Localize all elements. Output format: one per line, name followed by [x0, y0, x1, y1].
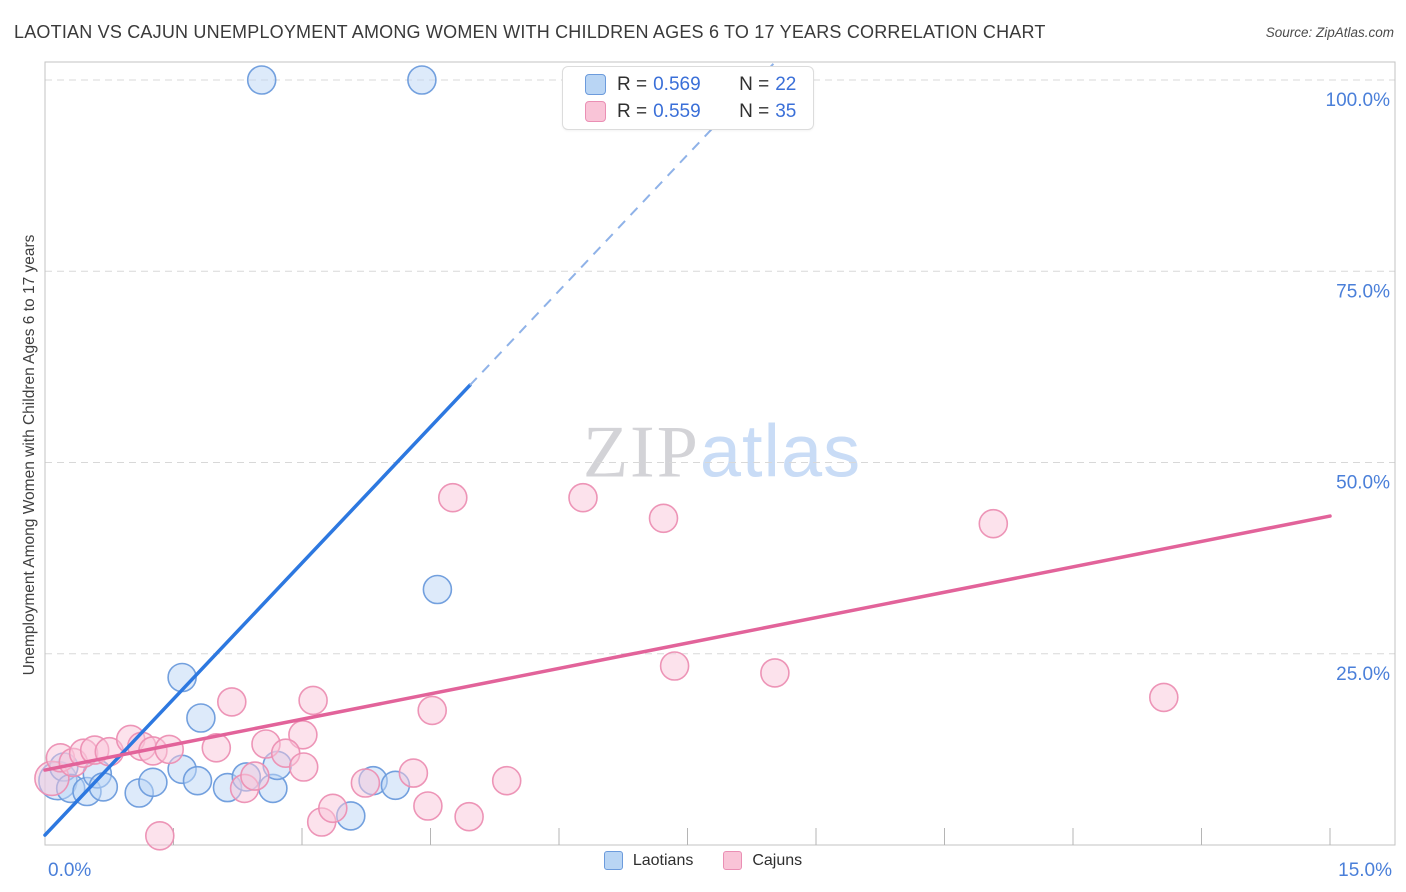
cajun-point [454, 801, 484, 832]
n-value-cajuns: 35 [775, 100, 797, 122]
cajuns-stats-row: R = 0.559 N = 35 [585, 101, 813, 123]
cajun-trend-line [43, 514, 1332, 772]
cajun-point [217, 687, 247, 717]
cajun-point [760, 658, 790, 688]
correlation-stats-legend: R = 0.569 N = 22 R = 0.559 N = 35 [562, 66, 814, 130]
cajun-point [568, 482, 598, 513]
watermark-atlas-text: atlas [699, 409, 862, 493]
cajun-point [978, 508, 1009, 539]
cajun-point [417, 695, 448, 726]
cajuns-swatch-icon [585, 101, 606, 122]
cajun-point [413, 791, 443, 821]
laotians-swatch-icon [585, 74, 606, 95]
cajun-point [659, 651, 690, 681]
cajun-point [1149, 682, 1179, 713]
cajun-point [491, 765, 522, 796]
laotians-legend-swatch-icon [603, 851, 623, 870]
laotian-point [182, 765, 213, 796]
n-label: N = [739, 100, 770, 122]
legend-item-laotians[interactable]: Laotians [603, 851, 694, 870]
zipatlas-watermark: ZIPatlas [583, 414, 861, 490]
cajun-point [648, 503, 679, 534]
laotian-point [422, 574, 453, 605]
cajun-point [350, 768, 381, 798]
laotian-point [407, 65, 437, 95]
x-axis-max-label: 15.0% [1338, 860, 1392, 881]
cajun-point [398, 758, 429, 788]
laotian-point [138, 767, 168, 798]
plot-border [44, 61, 1396, 846]
cajun-point [145, 820, 175, 851]
r-label: R = [617, 73, 648, 95]
y-tick-label-50: 50.0% [1336, 473, 1390, 494]
y-tick-label-75: 75.0% [1336, 281, 1390, 302]
laotian-trend-line [43, 383, 472, 837]
cajun-point [298, 685, 328, 716]
laotians-legend-label: Laotians [632, 851, 694, 869]
n-label: N = [739, 73, 770, 95]
watermark-zip-text: ZIP [582, 411, 700, 494]
cajun-point [288, 752, 319, 782]
r-value-cajuns: 0.559 [653, 100, 701, 122]
y-tick-label-25: 25.0% [1336, 664, 1390, 685]
series-legend: Laotians Cajuns [0, 851, 1406, 870]
y-tick-label-100: 100.0% [1326, 90, 1391, 111]
cajun-point [154, 734, 184, 765]
r-value-laotians: 0.569 [653, 73, 701, 95]
x-axis-min-label: 0.0% [48, 860, 91, 881]
source-attribution: Source: ZipAtlas.com [1265, 25, 1394, 40]
cajun-point [437, 482, 468, 513]
cajuns-legend-label: Cajuns [752, 851, 803, 869]
cajun-point [201, 732, 232, 763]
laotian-point [88, 772, 119, 802]
n-value-laotians: 22 [775, 73, 797, 95]
laotians-stats-row: R = 0.569 N = 22 [585, 74, 813, 96]
page-title: LAOTIAN VS CAJUN UNEMPLOYMENT AMONG WOME… [14, 22, 1046, 42]
laotian-point [246, 65, 277, 95]
r-label: R = [617, 100, 648, 122]
cajuns-legend-swatch-icon [723, 851, 743, 870]
cajun-point [240, 761, 270, 791]
cajun-point [317, 793, 348, 824]
laotian-point [186, 703, 216, 733]
legend-item-cajuns[interactable]: Cajuns [723, 851, 802, 870]
